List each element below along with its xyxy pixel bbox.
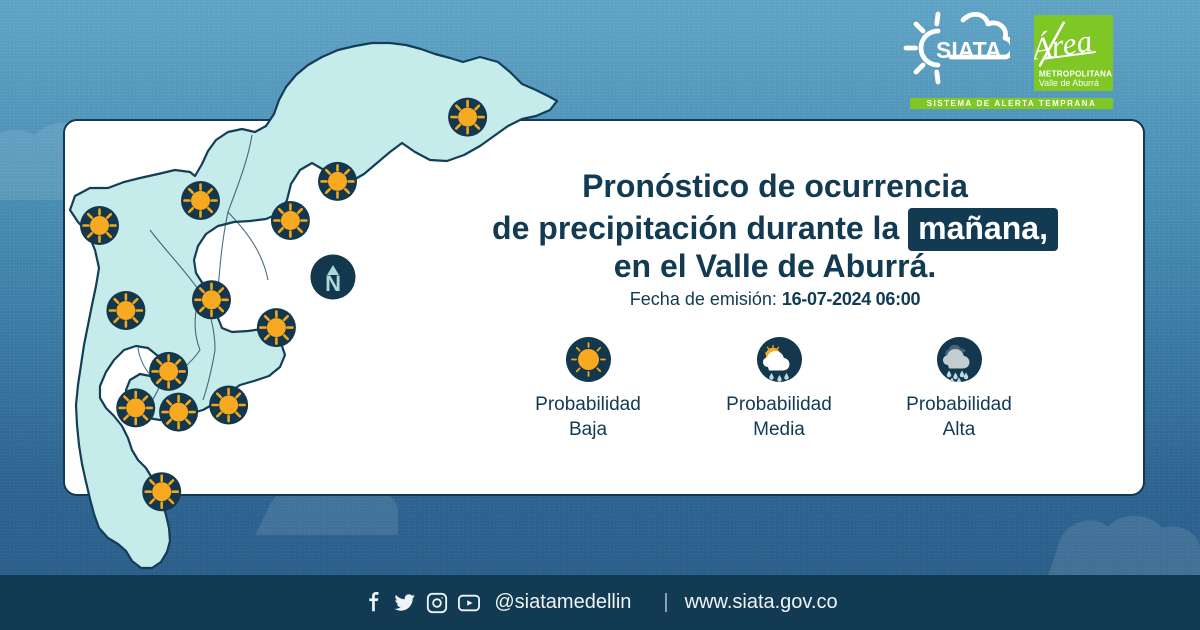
- svg-text:N: N: [325, 271, 341, 296]
